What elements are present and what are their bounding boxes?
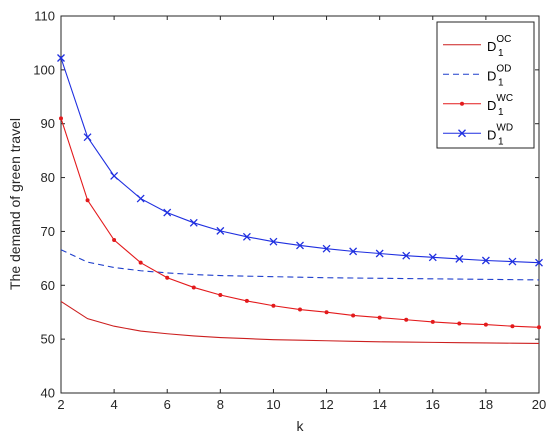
data-point (296, 241, 304, 250)
legend: DOC 1 DOD 1 DWC 1 DWD 1 (436, 21, 535, 149)
legend-item: DWC 1 (443, 93, 513, 118)
data-point (322, 244, 331, 253)
data-point (189, 218, 198, 227)
x-tick-label: 2 (57, 397, 64, 412)
legend-label: DWD 1 (487, 122, 513, 147)
data-point (163, 208, 172, 217)
data-point (404, 317, 409, 322)
y-tick-label: 60 (41, 278, 55, 293)
series-line (60, 249, 540, 281)
y-tick-label: 50 (41, 332, 55, 347)
x-tick-label: 8 (217, 397, 224, 412)
data-point (481, 256, 490, 265)
data-point (136, 194, 145, 203)
data-point (242, 232, 251, 241)
series-line (60, 300, 540, 344)
data-point (430, 319, 435, 324)
legend-label: DOD 1 (487, 63, 511, 88)
y-tick-label: 90 (41, 116, 55, 131)
data-point (349, 247, 358, 256)
series-wc (59, 116, 541, 330)
legend-label: DWC 1 (487, 93, 513, 118)
data-point (165, 275, 170, 280)
data-point (244, 298, 249, 303)
data-point (377, 315, 382, 320)
data-point (191, 285, 196, 290)
data-point (483, 322, 488, 327)
series-wd (57, 54, 543, 267)
data-point (138, 260, 143, 265)
data-point (110, 171, 119, 180)
x-tick-label: 4 (110, 397, 117, 412)
y-tick-label: 80 (41, 170, 55, 185)
data-point (324, 310, 329, 315)
legend-item: DWD 1 (443, 122, 513, 147)
y-tick-label: 40 (41, 386, 55, 401)
data-point (375, 249, 384, 258)
data-point (537, 325, 541, 330)
data-point (535, 258, 543, 267)
data-point (455, 254, 464, 263)
y-tick-label: 70 (41, 224, 55, 239)
x-tick-label: 12 (319, 397, 333, 412)
series-layer (57, 54, 543, 344)
x-axis-label: k (297, 418, 305, 434)
data-point (508, 257, 517, 266)
y-axis-label: The demand of green travel (7, 118, 23, 290)
data-point (351, 313, 356, 318)
axis-ticks: 2 4 6 8 10 12 14 16 18 20 40 50 60 70 80 90 100 110 (33, 9, 546, 413)
data-point (83, 133, 92, 142)
data-point (298, 307, 302, 312)
data-point (112, 238, 117, 243)
data-point (460, 101, 464, 106)
y-tick-label: 110 (34, 9, 55, 24)
x-tick-label: 14 (372, 397, 386, 412)
data-point (428, 253, 437, 262)
data-point (402, 251, 411, 260)
data-point (59, 116, 63, 121)
data-point (85, 198, 90, 203)
legend-label: DOC 1 (487, 34, 511, 59)
legend-item: DOD 1 (443, 63, 511, 88)
data-point (510, 324, 515, 329)
data-point (457, 321, 462, 326)
legend-item: DOC 1 (443, 34, 511, 59)
series-od (60, 249, 540, 281)
x-tick-label: 18 (479, 397, 493, 412)
x-tick-label: 20 (532, 397, 546, 412)
legend-box (436, 21, 535, 149)
data-point (216, 226, 225, 235)
series-oc (60, 300, 540, 344)
data-point (57, 54, 65, 62)
data-point (269, 237, 278, 246)
data-point (271, 303, 276, 308)
x-tick-label: 6 (164, 397, 171, 412)
x-tick-label: 16 (426, 397, 440, 412)
data-point (458, 129, 466, 138)
y-tick-label: 100 (33, 62, 55, 77)
data-point (218, 292, 223, 297)
x-tick-label: 10 (266, 397, 280, 412)
